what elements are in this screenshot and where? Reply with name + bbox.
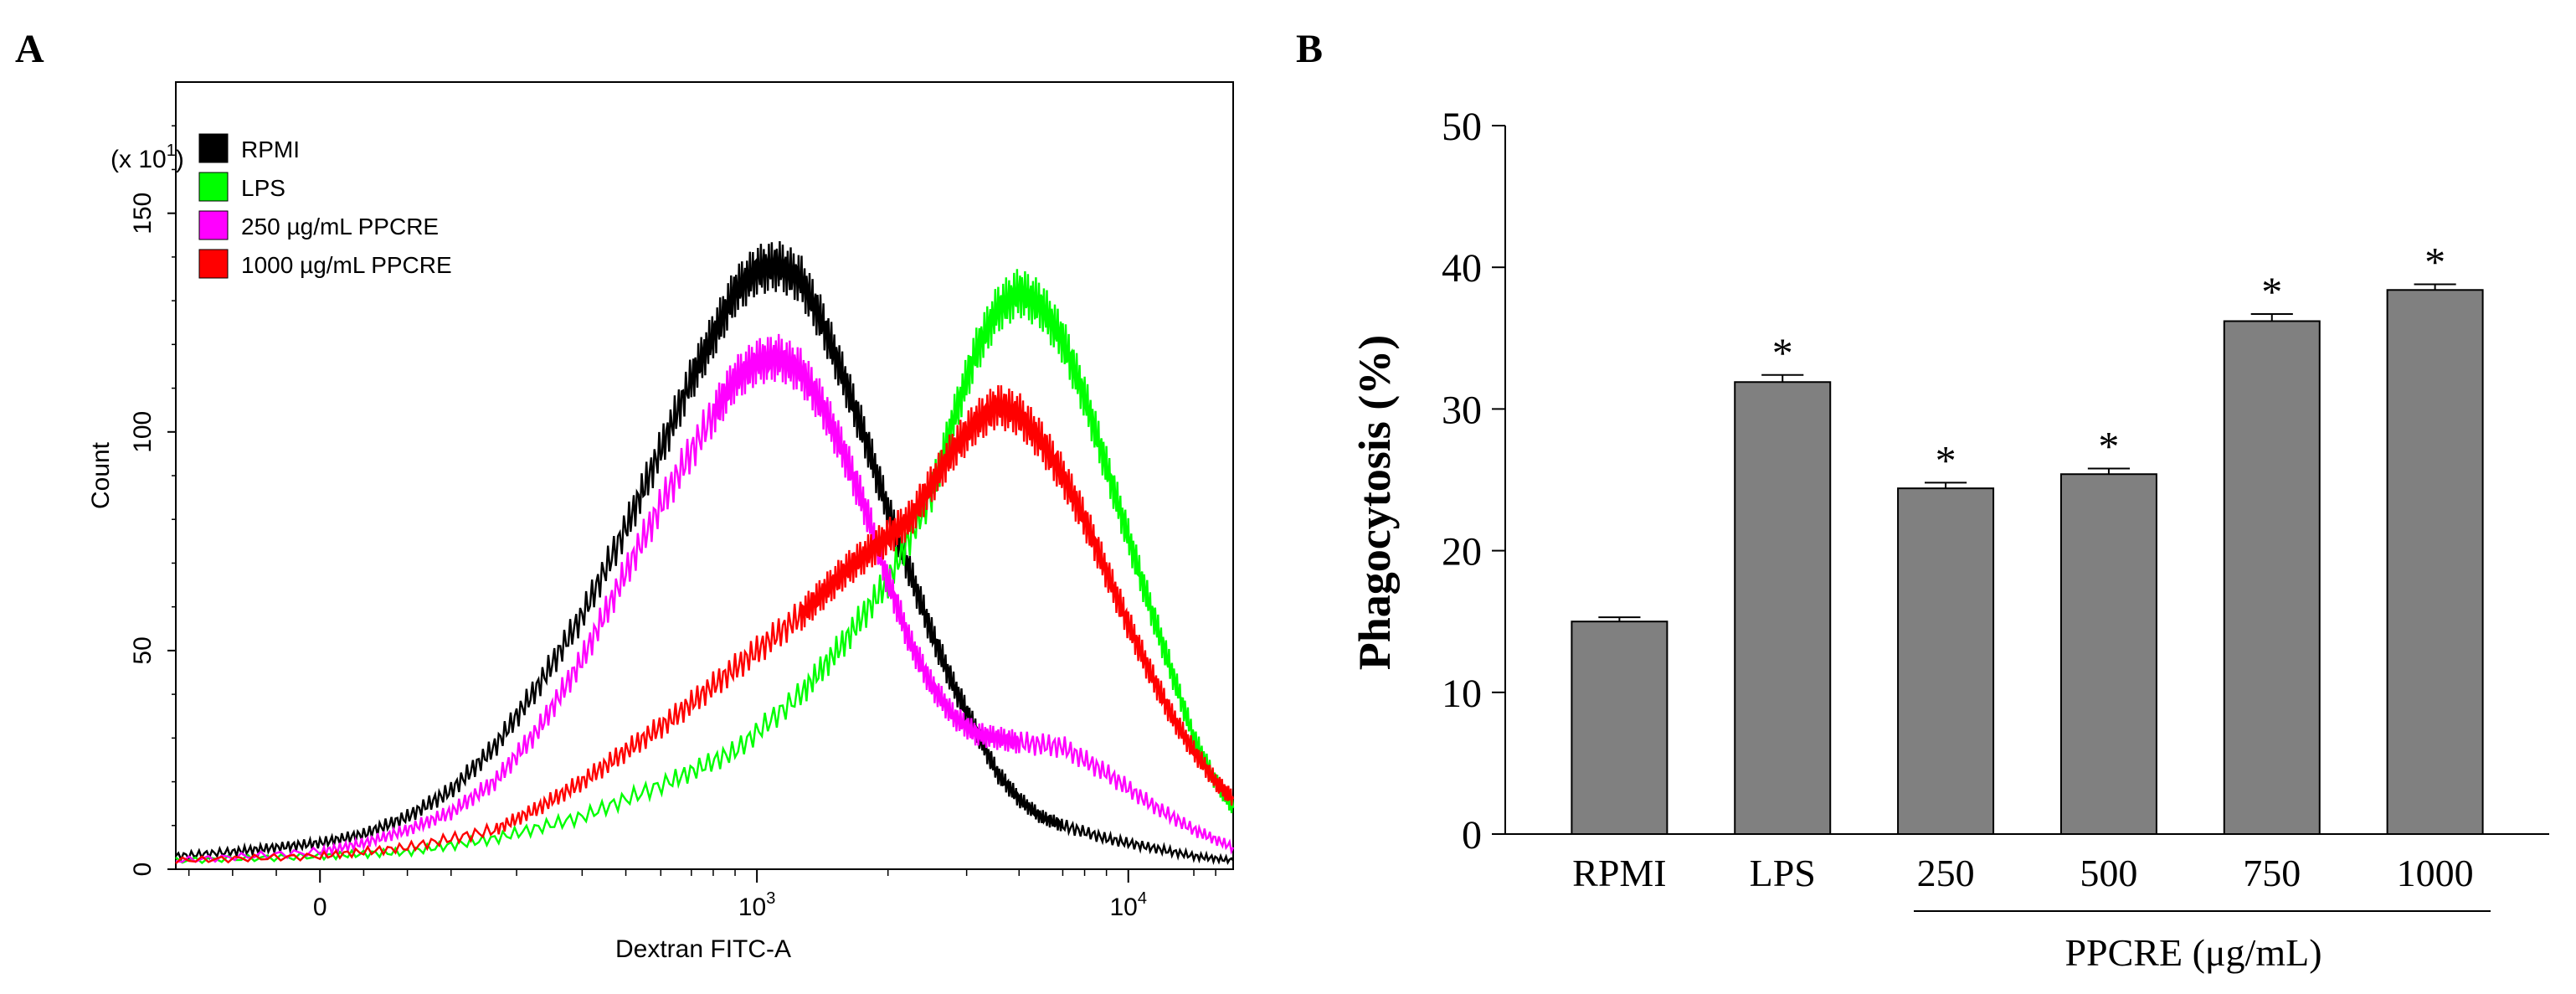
legend-label-rpmi: RPMI — [241, 136, 300, 162]
histogram-chart: 0 50 100 150 0 103 104 (x 101) Count Dextran … — [87, 81, 1235, 963]
bar-lps — [1734, 381, 1832, 835]
legend-label-1000: 1000 µg/mL PPCRE — [241, 252, 452, 278]
legend-item-250: 250 µg/mL PPCRE — [198, 210, 439, 240]
legend-swatch-lps — [198, 172, 229, 202]
bar-category-label: LPS — [1750, 852, 1816, 894]
bar-category-label: 1000 — [2397, 852, 2474, 894]
bars: RPMI * LPS * 250 * 500 * 750 * 1000 — [1571, 239, 2484, 894]
significance-marker: * — [2098, 422, 2119, 469]
bar-category-label: 500 — [2080, 852, 2137, 894]
bar-y-tick-label: 10 — [1442, 672, 1482, 716]
bar-chart: 0 10 20 30 40 50 RPMI * LPS * 250 * 500 * 750 * 1000 Ph… — [1350, 105, 2549, 974]
legend-label-lps: LPS — [241, 175, 285, 201]
histogram-y-tick-label: 100 — [129, 411, 157, 453]
legend-swatch-1000 — [198, 249, 229, 279]
bar-category-label: 250 — [1917, 852, 1975, 894]
histogram-x-ticks: 0 103 104 — [188, 869, 1216, 921]
histogram-line-lps — [175, 269, 1235, 864]
histogram-x-tick-label: 103 — [738, 889, 776, 921]
histogram-y-tick-label: 50 — [129, 636, 157, 664]
bar-y-tick-label: 0 — [1462, 813, 1482, 858]
histogram-y-tick-label: 150 — [129, 193, 157, 234]
legend-swatch-250 — [198, 210, 229, 240]
bar-category-label: RPMI — [1572, 852, 1666, 894]
legend-label-250: 250 µg/mL PPCRE — [241, 214, 439, 239]
bar-y-ticks: 0 10 20 30 40 50 — [1442, 105, 1505, 858]
legend-item-lps: LPS — [198, 172, 285, 202]
bar-250 — [1897, 487, 1995, 835]
histogram-x-tick-label: 104 — [1109, 889, 1147, 921]
bar-y-tick-label: 20 — [1442, 530, 1482, 574]
panel-a-letter: A — [15, 27, 44, 71]
legend-swatch-rpmi — [198, 133, 229, 163]
histogram-y-tick-label: 0 — [129, 863, 157, 877]
significance-marker: * — [1936, 436, 1956, 483]
panel-b-letter: B — [1296, 27, 1323, 71]
legend-item-1000: 1000 µg/mL PPCRE — [198, 249, 452, 279]
histogram-lines — [175, 240, 1235, 866]
histogram-x-tick-label: 0 — [313, 894, 327, 921]
bar-y-tick-label: 30 — [1442, 388, 1482, 432]
bar-500 — [2059, 473, 2157, 835]
legend-item-rpmi: RPMI — [198, 133, 300, 163]
bar-rpmi — [1571, 621, 1668, 836]
significance-marker: * — [1772, 329, 1793, 376]
histogram-y-ticks: 0 50 100 150 — [129, 125, 176, 877]
histogram-legend: RPMI LPS 250 µg/mL PPCRE 1000 µg/mL PPCR… — [198, 133, 452, 279]
bar-750 — [2223, 320, 2321, 836]
bar-y-tick-label: 40 — [1442, 246, 1482, 291]
histogram-line-rpmi — [175, 240, 1234, 866]
histogram-y-axis-label: Count — [87, 441, 115, 509]
bar-y-tick-label: 50 — [1442, 105, 1482, 149]
bar-1000 — [2386, 289, 2484, 836]
significance-marker: * — [2261, 268, 2282, 315]
histogram-x-axis-label: Dextran FITC-A — [615, 935, 791, 963]
histogram-line-1000-g-ml-ppcre — [175, 384, 1235, 864]
bar-category-label: 750 — [2243, 852, 2301, 894]
histogram-y-multiplier: (x 101) — [111, 142, 184, 173]
bar-y-axis-label: Phagocytosis (%) — [1350, 335, 1400, 670]
ppcre-group-label: PPCRE (μg/mL) — [2064, 931, 2321, 974]
significance-marker: * — [2424, 239, 2445, 286]
histogram-line-250-g-ml-ppcre — [175, 333, 1235, 863]
